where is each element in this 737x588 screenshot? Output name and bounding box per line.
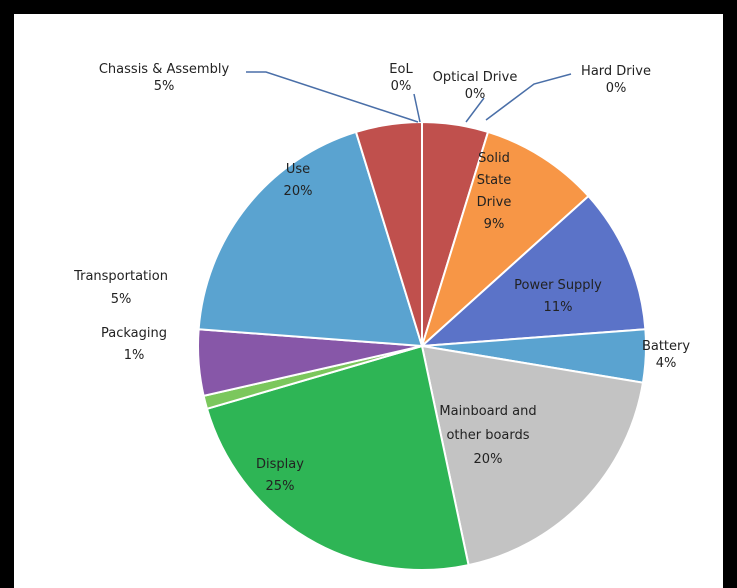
label-transportation: Transportation 5% <box>74 265 168 311</box>
label-packaging: Packaging 1% <box>101 323 167 367</box>
label-packaging-name: Packaging <box>101 326 167 341</box>
label-mainboard: Mainboard and other boards 20% <box>439 400 536 472</box>
pie-slice-chassis-assembly <box>354 120 423 347</box>
label-chassis-pct: 5% <box>153 79 175 94</box>
label-ssd-line3: Drive <box>476 195 512 210</box>
label-hard-pct: 0% <box>605 81 627 96</box>
label-packaging-pct: 1% <box>123 348 145 363</box>
label-ssd-line1: Solid <box>478 151 510 166</box>
pie-slice-power-supply <box>419 194 647 348</box>
label-battery-name: Battery <box>641 339 691 354</box>
pie-slice-mainboard-and-other-boards <box>420 344 645 567</box>
label-power-supply: Power Supply 11% <box>514 275 602 319</box>
label-power-pct: 11% <box>543 300 573 315</box>
pie-slice-display <box>205 344 470 571</box>
label-chassis-assembly: Chassis & Assembly 5% <box>99 61 229 95</box>
label-battery-pct: 4% <box>655 356 677 371</box>
label-ssd-pct: 9% <box>483 217 505 232</box>
label-eol: EoL 0% <box>389 61 412 95</box>
label-use-name: Use <box>285 162 311 177</box>
pie-slice-use <box>197 130 424 348</box>
label-display-pct: 25% <box>265 479 295 494</box>
leader-eol <box>413 93 421 123</box>
leader-chassis <box>246 71 419 123</box>
label-solid-state-drive: Solid State Drive 9% <box>477 148 512 236</box>
label-use-pct: 20% <box>283 184 313 199</box>
label-optical-pct: 0% <box>464 87 486 102</box>
chart-frame: Chassis & Assembly 5% EoL 0% Optical Dri… <box>14 14 723 588</box>
label-mainboard-line2: other boards <box>446 428 530 443</box>
label-use: Use 20% <box>284 159 313 203</box>
label-display-name: Display <box>256 457 304 472</box>
label-hard-drive: Hard Drive 0% <box>581 63 651 97</box>
label-mainboard-line1: Mainboard and <box>439 404 537 419</box>
label-display: Display 25% <box>256 454 304 498</box>
leader-optical <box>465 97 485 123</box>
label-chassis-name: Chassis & Assembly <box>98 62 230 77</box>
leader-hard <box>485 73 572 121</box>
label-power-name: Power Supply <box>514 278 602 293</box>
pie-chart <box>197 71 647 571</box>
label-battery: Battery 4% <box>642 338 690 372</box>
pie-slice-solid-state-drive <box>419 130 590 350</box>
label-transportation-name: Transportation <box>74 269 168 284</box>
label-mainboard-pct: 20% <box>473 452 503 467</box>
label-transportation-pct: 5% <box>110 292 132 307</box>
label-hard-name: Hard Drive <box>581 64 651 79</box>
label-ssd-line2: State <box>476 173 512 188</box>
label-optical-name: Optical Drive <box>432 70 518 85</box>
label-eol-name: EoL <box>389 62 413 77</box>
label-optical-drive: Optical Drive 0% <box>433 69 518 103</box>
label-eol-pct: 0% <box>390 79 412 94</box>
